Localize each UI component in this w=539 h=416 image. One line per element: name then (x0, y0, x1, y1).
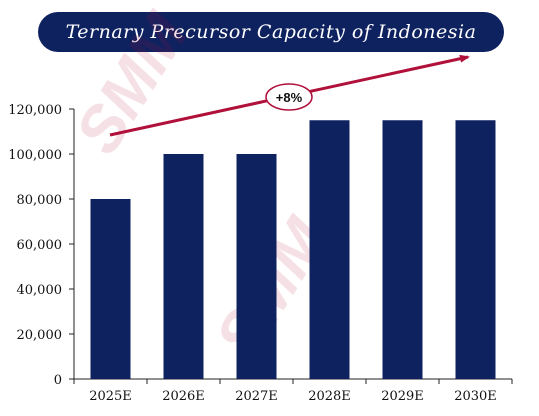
cagr-badge (265, 83, 313, 111)
y-tick-label: 0 (54, 373, 62, 388)
y-tick-label: 20,000 (17, 328, 63, 343)
cagr-label: +8% (276, 90, 303, 105)
x-tick-label: 2025E (89, 389, 132, 404)
watermark-text: SMM (61, 0, 202, 166)
x-tick-label: 2026E (162, 389, 205, 404)
bar-2027E (236, 154, 277, 379)
y-tick-label: 40,000 (17, 283, 63, 298)
y-axis-labels: 0 20,000 40,000 60,000 80,000 100,000 120,000 (8, 103, 62, 388)
chart-title-banner: Ternary Precursor Capacity of Indonesia (38, 12, 504, 52)
bar-2028E (309, 120, 350, 379)
bar-2026E (163, 154, 204, 379)
y-tick-label: 60,000 (17, 238, 63, 253)
bar-2029E (382, 120, 423, 379)
x-tick-label: 2028E (308, 389, 351, 404)
chart-axes (69, 108, 513, 384)
x-axis-labels: 2025E 2026E 2027E 2028E 2029E 2030E (89, 389, 497, 404)
bar-2030E (455, 120, 496, 379)
x-tick-label: 2027E (235, 389, 278, 404)
bar-series (90, 120, 496, 379)
x-tick-label: 2030E (454, 389, 497, 404)
y-tick-label: 80,000 (17, 193, 63, 208)
x-tick-label: 2029E (381, 389, 424, 404)
y-tick-label: 120,000 (8, 103, 62, 118)
y-tick-label: 100,000 (8, 148, 62, 163)
bar-2025E (90, 199, 131, 379)
chart-title: Ternary Precursor Capacity of Indonesia (65, 21, 477, 43)
trend-annotation: +8% (109, 54, 470, 137)
